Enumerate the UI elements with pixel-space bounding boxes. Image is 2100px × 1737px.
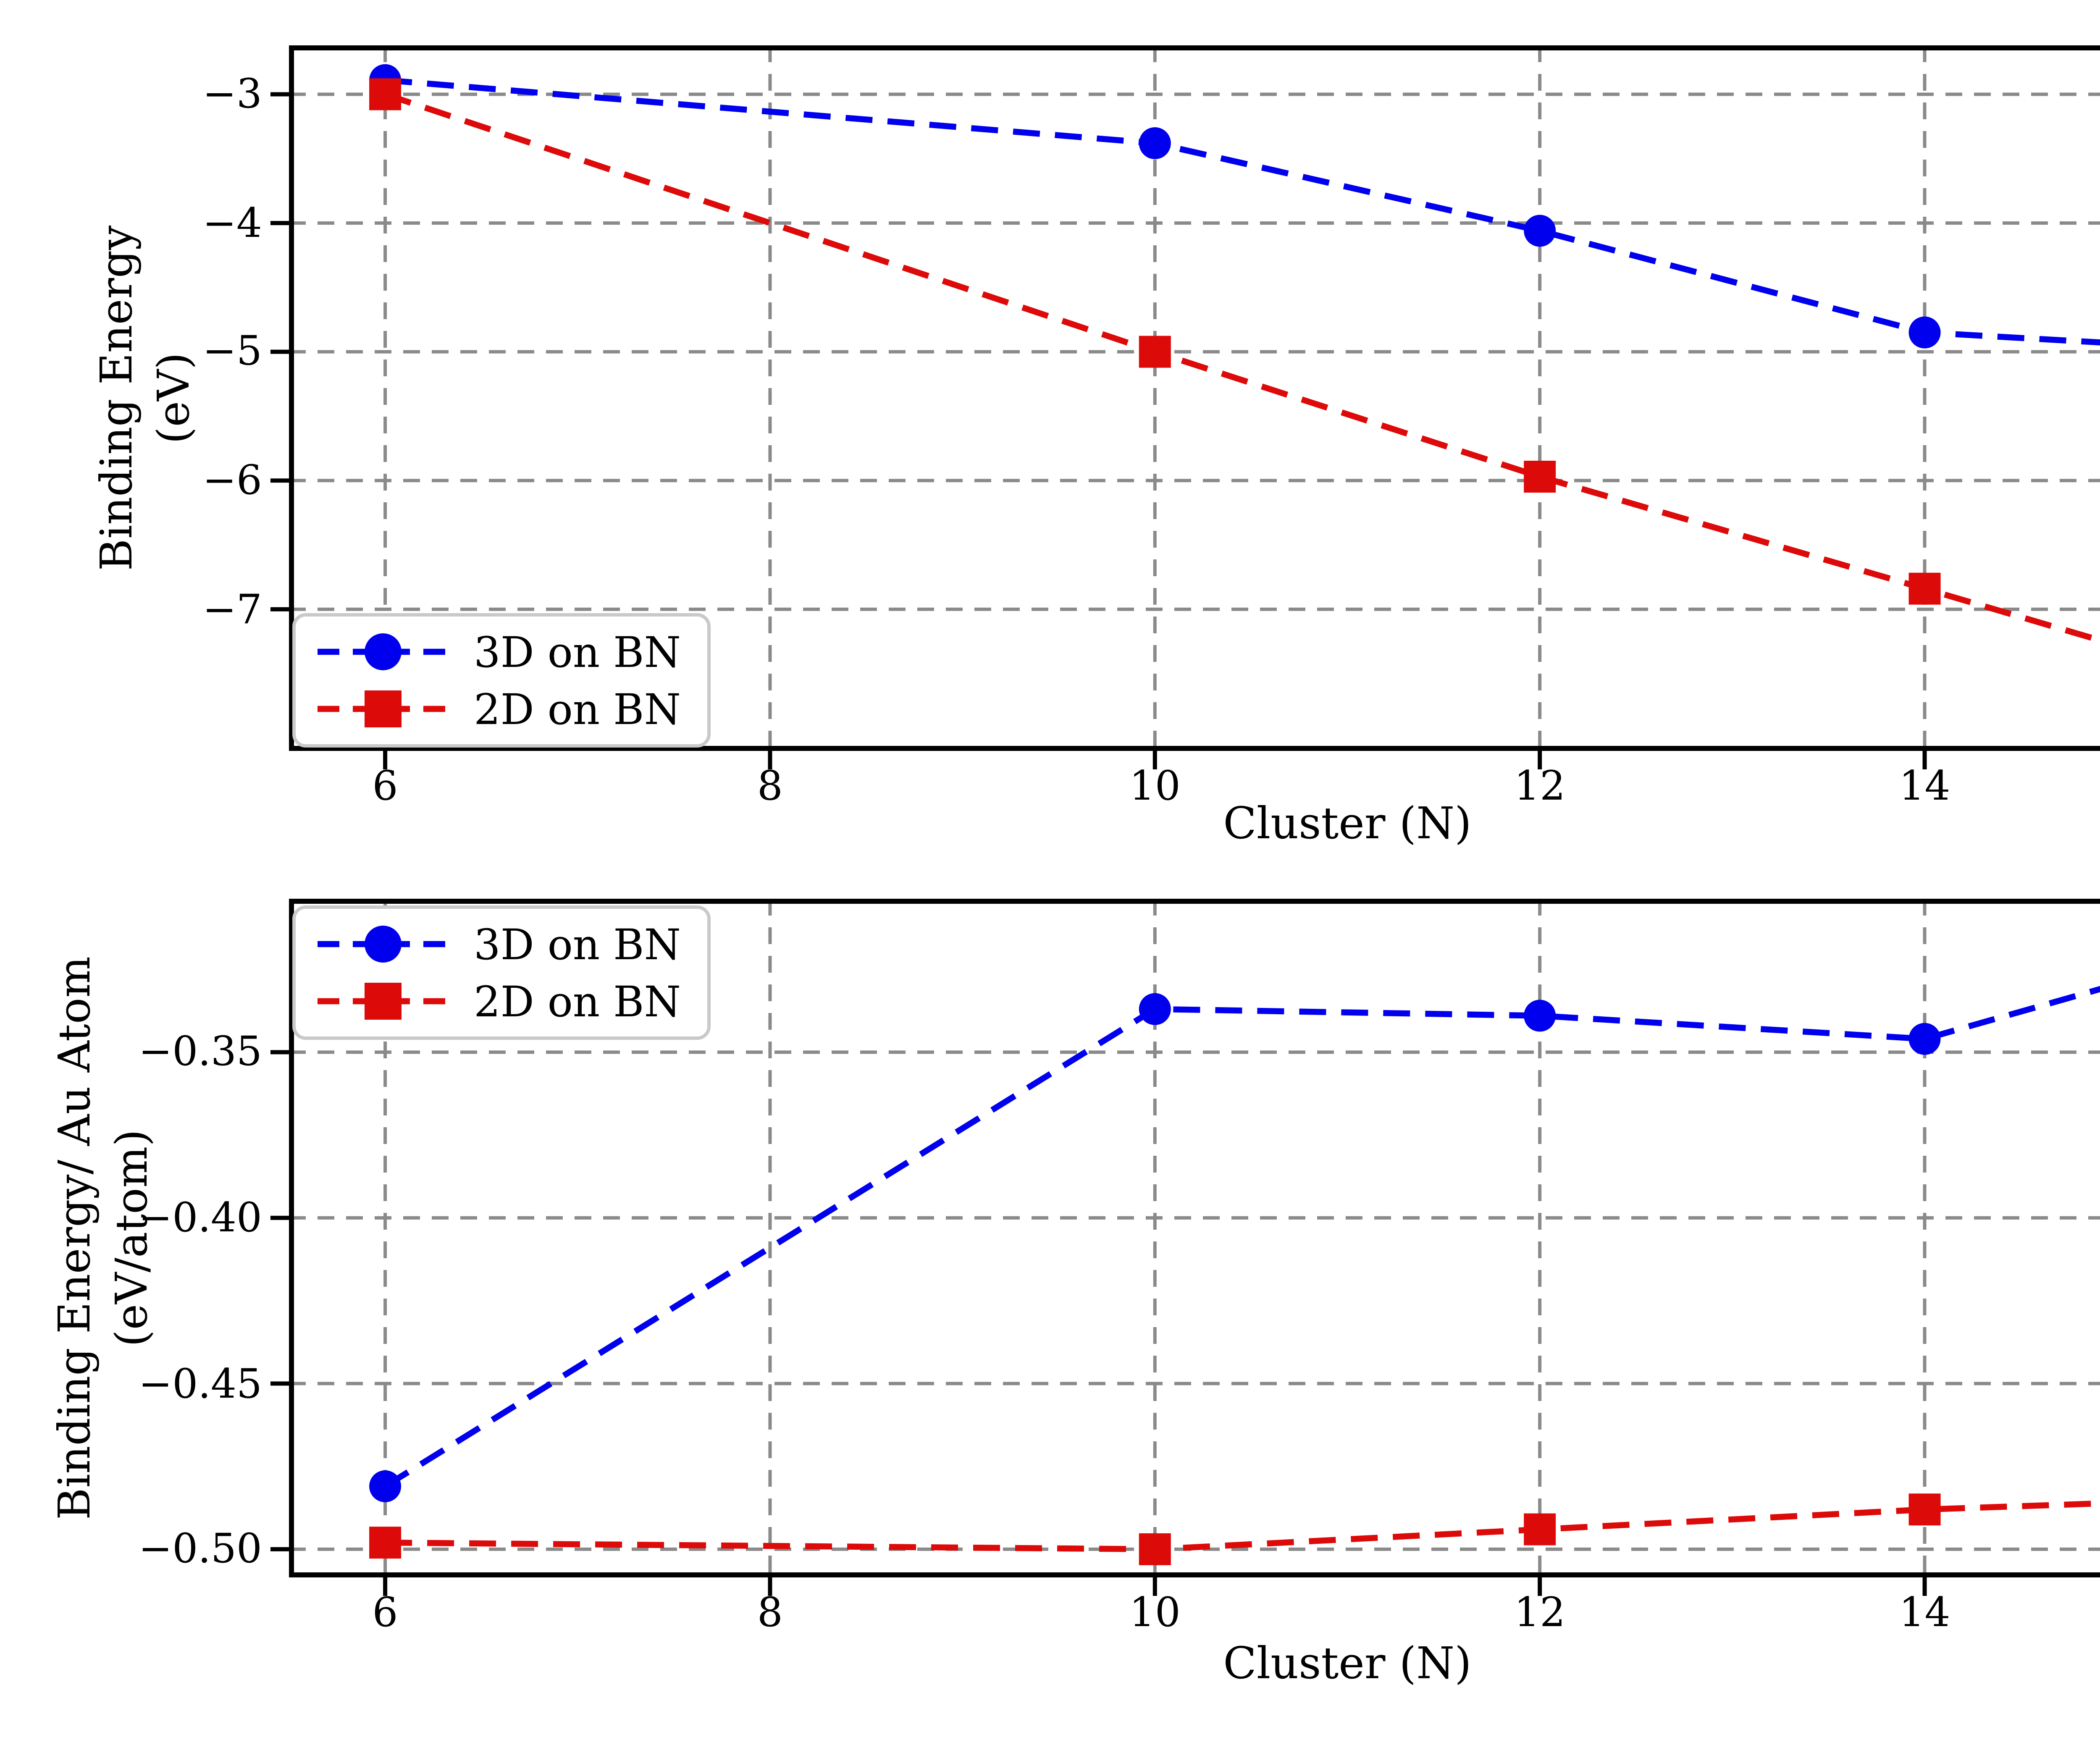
top-x-axis-label: Cluster (N) <box>1223 800 1472 850</box>
data-point-marker <box>369 1527 402 1559</box>
red-square-dashed-line-icon <box>318 690 449 727</box>
y-tick-label: −0.40 <box>138 1194 262 1241</box>
bottom-y-axis-label-text: Binding Energy/ Au Atom <box>50 956 101 1520</box>
y-tick-label: −0.35 <box>138 1029 262 1076</box>
x-tick-label: 14 <box>1899 763 1950 810</box>
top-legend: 3D on BN 2D on BN <box>292 613 711 748</box>
x-tick-label: 10 <box>1129 1589 1181 1636</box>
y-tick-label: −4 <box>202 199 262 247</box>
tick-marks <box>270 92 1927 769</box>
top-y-axis-label-unit: (eV) <box>150 352 200 444</box>
y-tick-label: −0.45 <box>138 1360 262 1407</box>
data-point-marker <box>1908 316 1941 349</box>
data-point-marker <box>1908 1023 1941 1055</box>
data-point-marker <box>1139 336 1171 368</box>
x-tick-label: 12 <box>1514 1589 1566 1636</box>
x-tick-label: 14 <box>1899 1589 1950 1636</box>
x-tick-label: 10 <box>1129 763 1181 810</box>
top-legend-label-2d: 2D on BN <box>474 685 681 733</box>
y-tick-label: −5 <box>202 328 262 375</box>
data-point-marker <box>369 78 402 110</box>
blue-circle-dashed-line-icon <box>318 926 449 963</box>
bottom-legend-label-3d: 3D on BN <box>474 920 681 968</box>
series-3d-on-bn <box>369 64 2100 349</box>
series-3d-on-bn <box>369 986 2100 1503</box>
axes-spine <box>289 45 2100 751</box>
gridlines <box>289 45 2100 751</box>
series-2d-on-bn <box>369 1493 2100 1565</box>
series-2d-on-bn <box>369 78 2100 644</box>
data-point-marker <box>1139 127 1171 159</box>
top-legend-item-3d-on-bn: 3D on BN <box>312 628 681 675</box>
data-point-marker <box>1524 461 1556 493</box>
data-point-marker <box>1524 1513 1556 1545</box>
red-square-dashed-line-icon <box>318 983 449 1020</box>
y-tick-label: −3 <box>202 71 262 118</box>
bottom-plot-area <box>270 899 2100 1596</box>
data-point-marker <box>1524 1000 1556 1032</box>
data-point-marker <box>369 1470 402 1503</box>
tick-marks <box>270 1050 1927 1596</box>
x-tick-label: 8 <box>757 1589 783 1636</box>
blue-circle-dashed-line-icon <box>318 633 449 670</box>
data-point-marker <box>1139 993 1171 1025</box>
y-tick-label: −0.50 <box>138 1525 262 1573</box>
bottom-legend: 3D on BN 2D on BN <box>292 905 711 1040</box>
x-tick-label: 6 <box>372 763 398 810</box>
data-point-marker <box>1139 1533 1171 1565</box>
bottom-x-axis-label: Cluster (N) <box>1223 1640 1472 1690</box>
top-y-axis-label-text: Binding Energy <box>92 225 143 571</box>
x-tick-label: 12 <box>1514 763 1566 810</box>
data-point-marker <box>1908 572 1941 605</box>
y-tick-label: −7 <box>202 585 262 633</box>
top-legend-label-3d: 3D on BN <box>474 627 681 676</box>
top-axes: Binding Energy (eV) Cluster (N) 3D on BN… <box>93 45 2100 850</box>
axes-spine <box>289 899 2100 1577</box>
y-tick-label: −6 <box>202 457 262 504</box>
x-tick-label: 6 <box>372 1589 398 1636</box>
bottom-legend-label-2d: 2D on BN <box>474 977 681 1026</box>
top-y-axis-label: Binding Energy (eV) <box>91 226 205 571</box>
bottom-legend-item-3d-on-bn: 3D on BN <box>312 921 681 968</box>
bottom-legend-item-2d-on-bn: 2D on BN <box>312 978 681 1025</box>
gridlines <box>289 899 2100 1577</box>
bottom-axes: Binding Energy/ Au Atom (eV/atom) Cluste… <box>51 899 2100 1690</box>
top-plot-area <box>270 45 2100 769</box>
x-tick-label: 8 <box>757 763 783 810</box>
data-point-marker <box>1908 1493 1941 1526</box>
top-legend-item-2d-on-bn: 2D on BN <box>312 685 681 732</box>
data-point-marker <box>1524 215 1556 247</box>
